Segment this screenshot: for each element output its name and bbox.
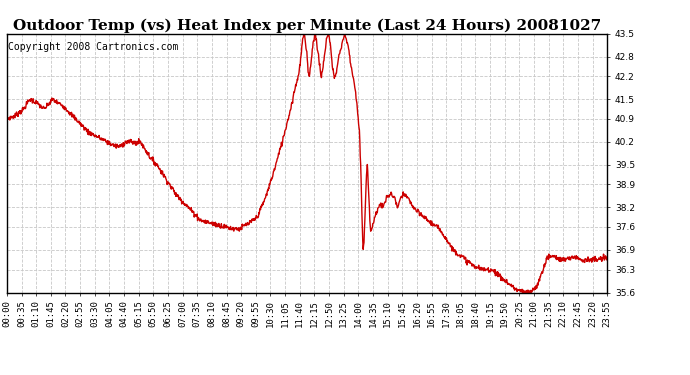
Text: Copyright 2008 Cartronics.com: Copyright 2008 Cartronics.com	[8, 42, 179, 51]
Title: Outdoor Temp (vs) Heat Index per Minute (Last 24 Hours) 20081027: Outdoor Temp (vs) Heat Index per Minute …	[13, 18, 601, 33]
